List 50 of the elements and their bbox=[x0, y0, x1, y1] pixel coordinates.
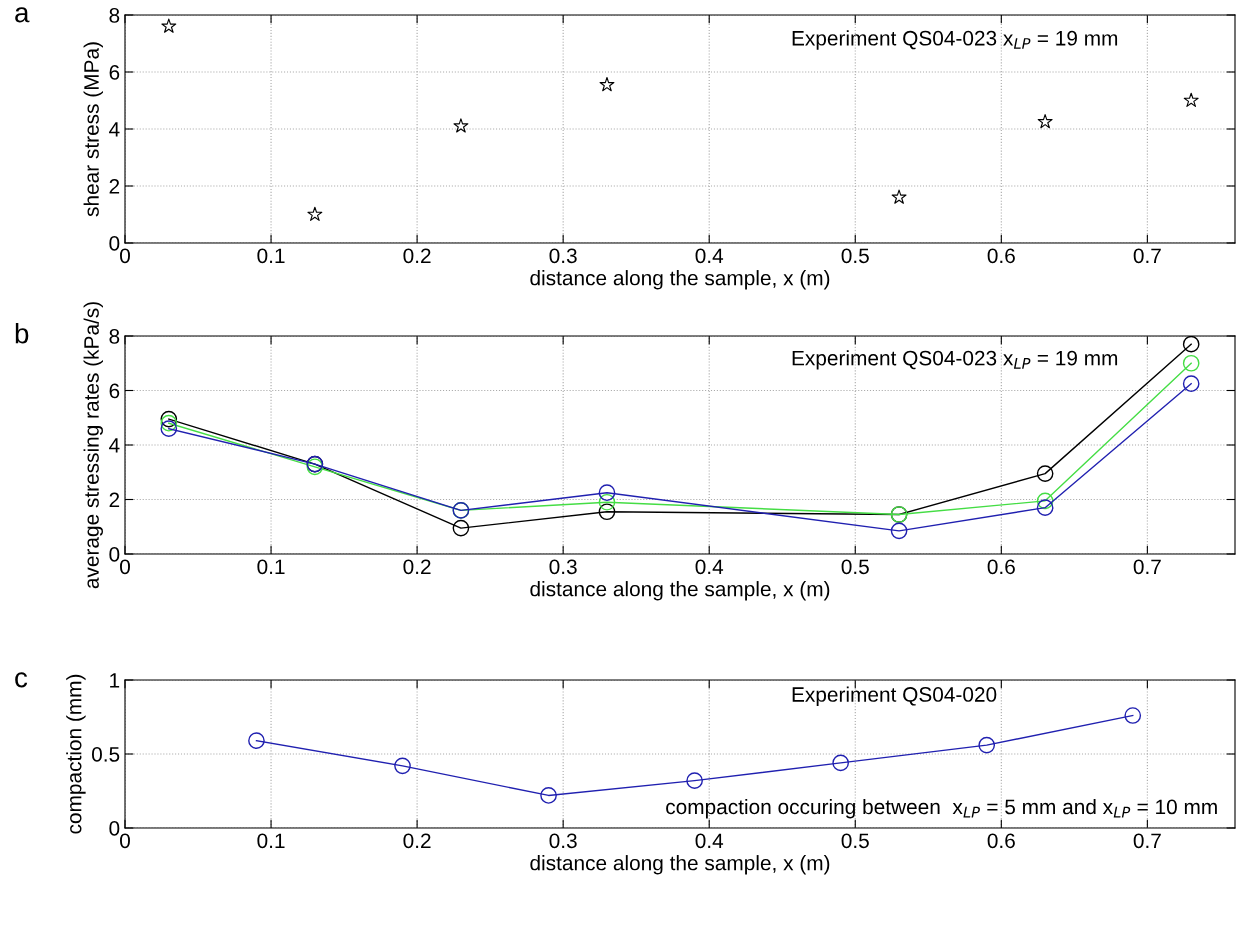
x-axis-title: distance along the sample, x (m) bbox=[530, 270, 830, 290]
y-tick-label: 0 bbox=[109, 547, 120, 562]
x-tick-label: 0.4 bbox=[695, 833, 724, 849]
x-tick-label: 0.3 bbox=[549, 833, 577, 849]
y-tick-label: 8 bbox=[109, 329, 120, 344]
x-tick-label: 0.4 bbox=[695, 248, 724, 264]
y-tick-label: 0 bbox=[109, 821, 120, 836]
x-tick-label: 0.5 bbox=[841, 559, 869, 575]
y-tick-label: 6 bbox=[109, 65, 120, 80]
x-tick-label: 0.2 bbox=[403, 248, 431, 264]
y-tick-label: 2 bbox=[109, 492, 120, 508]
x-axis-title: distance along the sample, x (m) bbox=[530, 581, 830, 601]
y-tick-label: 4 bbox=[109, 438, 120, 453]
x-tick-label: 0 bbox=[120, 248, 130, 264]
x-tick-label: 0.6 bbox=[987, 833, 1015, 849]
y-axis-title: compaction (mm) bbox=[66, 674, 86, 834]
y-tick-label: 1 bbox=[110, 673, 120, 688]
x-tick-label: 0.2 bbox=[403, 559, 431, 575]
x-tick-label: 0.5 bbox=[841, 833, 869, 849]
text: c bbox=[15, 672, 28, 688]
x-tick-label: 0.2 bbox=[403, 833, 431, 849]
annotation: Experiment QS04-023 x$_{LP}$ = 19 mm bbox=[792, 350, 1118, 370]
x-tick-label: 0.7 bbox=[1133, 833, 1161, 849]
y-tick-label: 0.5 bbox=[91, 747, 120, 762]
x-axis-title: distance along the sample, x (m) bbox=[530, 855, 830, 875]
y-tick-label: 6 bbox=[109, 383, 120, 399]
x-tick-label: 0.7 bbox=[1133, 559, 1161, 575]
x-tick-label: 0.3 bbox=[549, 248, 577, 264]
x-tick-label: 0.3 bbox=[549, 559, 577, 575]
x-tick-label: 0.7 bbox=[1133, 248, 1161, 264]
x-tick-label: 0.1 bbox=[257, 833, 285, 849]
y-tick-label: 8 bbox=[109, 8, 120, 23]
y-axis-title: shear stress (MPa) bbox=[83, 42, 103, 217]
x-tick-label: 0.1 bbox=[257, 559, 285, 575]
annotation: Experiment QS04-020 bbox=[792, 686, 997, 706]
x-tick-label: 0 bbox=[120, 559, 130, 575]
x-tick-label: 0.6 bbox=[987, 248, 1015, 264]
annotation: Experiment QS04-023 x$_{LP}$ = 19 mm bbox=[792, 30, 1118, 50]
x-tick-label: 0.4 bbox=[695, 559, 724, 575]
y-axis-title: average stressing rates (kPa/s) bbox=[83, 302, 103, 589]
x-tick-label: 0.5 bbox=[841, 248, 869, 264]
text: b bbox=[15, 323, 29, 344]
y-tick-label: 4 bbox=[109, 122, 120, 137]
x-tick-label: 0.1 bbox=[257, 248, 285, 264]
text: a bbox=[15, 7, 30, 23]
x-tick-label: 0.6 bbox=[987, 559, 1015, 575]
annotation: compaction occuring between x$_{LP}$ = 5 mm and x$_{LP}$ = 10 mm bbox=[666, 798, 1217, 819]
y-tick-label: 0 bbox=[109, 236, 120, 251]
x-tick-label: 0 bbox=[120, 833, 130, 849]
y-tick-label: 2 bbox=[109, 179, 120, 194]
